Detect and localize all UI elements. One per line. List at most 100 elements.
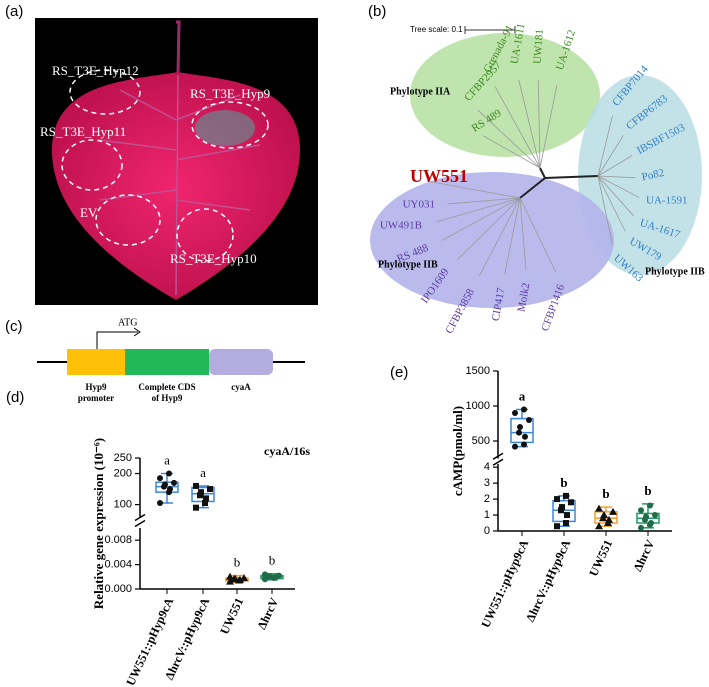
branch [518,79,541,169]
leaf-label: UY031 [403,199,435,211]
data-point [193,504,199,511]
group-names: Phylotype IIA Phylotype IIB Phylotype II… [378,86,705,277]
segment-labels: Hyp9 promoter Complete CDS of Hyp9 cyaA [78,382,251,403]
significance-letter: a [164,453,170,468]
data-point [526,417,532,423]
chart: (e)0123450010001500cAMP(pmol/ml)UW551::p… [390,364,672,630]
data-point [157,475,163,482]
group-name: Phylotype IIA [390,86,451,97]
branch [477,109,541,169]
branch [597,115,613,177]
branch [457,197,521,260]
branch [539,167,546,179]
segment-label: Hyp9 [85,382,107,392]
data-point [595,504,603,512]
data-point [226,577,234,585]
data-point [563,492,569,499]
infiltration-outlines [61,69,269,262]
leaf-label: CIP417 [490,286,508,322]
y-tick-label: 1000 [466,400,490,412]
y-tick-label: 4 [484,461,490,473]
charts: (d) 0.000 0.004 0.008 100 200 250 Relative gene… [6,364,672,687]
x-tick-label: UW551 [586,538,615,579]
branch [539,84,558,169]
y-tick-label: 0.004 [104,559,132,571]
leaf-label: UA-1591 [646,195,688,207]
axis-break [492,452,504,466]
annotation: RS_T3E_Hyp12 [52,63,139,78]
y-axis-label: cAMP(pmol/ml) [450,406,465,496]
branch [597,175,613,245]
data-point [167,486,173,493]
branch [447,197,521,205]
annotation: RS_T3E_Hyp9 [190,86,270,101]
y-tick-label: 200 [114,467,132,479]
data-point [267,573,273,580]
segment-label: cyaA [231,382,251,392]
branch [426,180,521,199]
annotation: cyaA/16s [264,444,310,458]
leaf-label: UW181 [532,29,546,65]
branch [504,197,521,275]
axis-break [134,513,146,528]
annotation: RS_T3E_Hyp11 [40,124,126,139]
data-point [202,500,208,507]
data-point [554,496,560,503]
data-point [558,507,564,514]
leaf-stem [176,20,181,76]
data-point [162,481,168,488]
start-arrow [96,331,138,349]
data-point [648,520,654,527]
branch [544,175,599,179]
data-point [157,500,163,507]
data-point [171,479,177,486]
data-point [647,502,653,509]
branch [597,134,624,177]
branch [494,86,541,169]
data-point [563,520,569,527]
data-point [193,482,199,489]
branch [597,175,636,179]
panel-label: (c) [5,318,23,335]
group-name: Phylotype IIB [645,266,705,277]
branch [597,175,634,217]
y-tick-label: 500 [472,435,490,447]
data-point [240,574,248,582]
chart: (d) 0.000 0.004 0.008 100 200 250 Relative gene… [6,389,310,687]
data-point [512,443,518,450]
branch [519,197,557,273]
data-point [198,489,204,496]
y-tick-label: 0.000 [104,583,132,595]
branch [482,135,541,169]
branch [597,175,639,198]
scale-label: Tree scale: 0.1 [410,25,463,34]
data-point [595,522,603,530]
leaf-label: Molk2 [516,282,533,313]
y-tick-label: 2 [484,493,490,505]
branch [519,177,546,199]
data-point [226,572,234,580]
significance-letter: b [269,553,276,568]
significance-letter: a [519,388,526,403]
segment-label: of Hyp9 [152,393,183,403]
data-point [517,424,523,430]
annotations: RS_T3E_Hyp12 RS_T3E_Hyp9 RS_T3E_Hyp11 EV… [40,63,270,266]
segment-box [209,349,273,375]
group-ellipse [370,172,614,308]
panel-label: (b) [368,3,386,20]
group-name: Phylotype IIB [378,259,438,270]
data-point [600,511,608,519]
x-tick-label: UW551 [217,596,246,637]
segment-label: promoter [78,393,114,403]
data-point [564,512,570,519]
branch [519,197,527,271]
panel-label: (e) [390,364,408,381]
leaf-label: UW491B [380,220,422,232]
significance-letter: b [602,486,609,501]
scale-bar [464,26,516,34]
branch [537,79,541,169]
data-point [609,507,617,515]
branch [597,155,633,177]
branch [597,175,626,232]
